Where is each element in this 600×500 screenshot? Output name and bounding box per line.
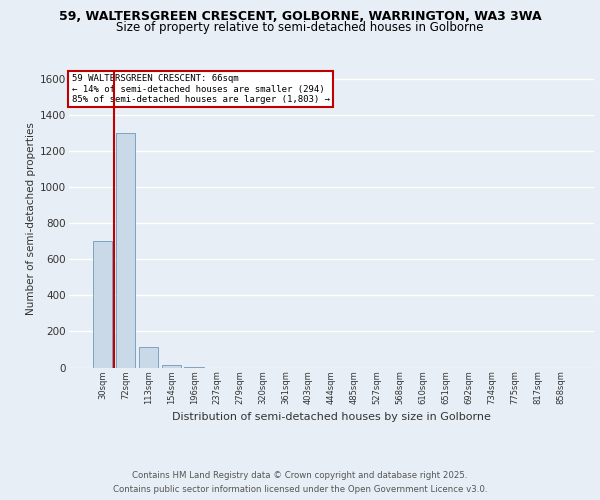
Bar (139, 347, 158, 368)
Bar (93, 242, 112, 368)
Y-axis label: Number of semi-detached properties: Number of semi-detached properties (26, 122, 36, 315)
Text: 59 WALTERSGREEN CRESCENT: 66sqm
← 14% of semi-detached houses are smaller (294)
: 59 WALTERSGREEN CRESCENT: 66sqm ← 14% of… (71, 74, 329, 104)
Text: Size of property relative to semi-detached houses in Golborne: Size of property relative to semi-detach… (116, 21, 484, 34)
Text: 59, WALTERSGREEN CRESCENT, GOLBORNE, WARRINGTON, WA3 3WA: 59, WALTERSGREEN CRESCENT, GOLBORNE, WAR… (59, 10, 541, 23)
X-axis label: Distribution of semi-detached houses by size in Golborne: Distribution of semi-detached houses by … (172, 412, 491, 422)
Bar (161, 365, 181, 368)
Text: Contains public sector information licensed under the Open Government Licence v3: Contains public sector information licen… (113, 484, 487, 494)
Bar (116, 133, 135, 368)
Text: Contains HM Land Registry data © Crown copyright and database right 2025.: Contains HM Land Registry data © Crown c… (132, 472, 468, 480)
